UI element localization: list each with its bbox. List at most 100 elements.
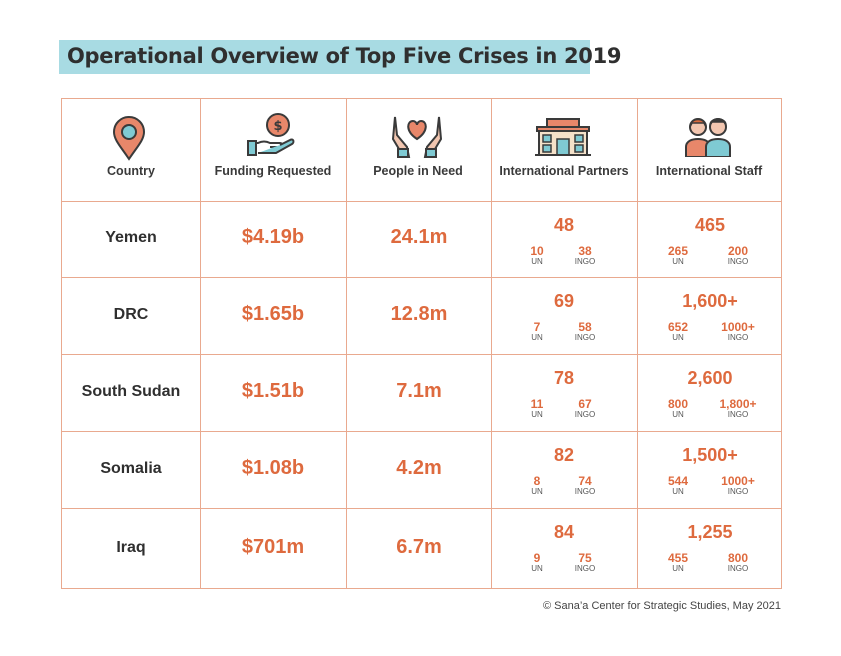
staff-un-value: 800 bbox=[667, 397, 689, 411]
country-name: Yemen bbox=[105, 229, 157, 246]
partners-un: 7 UN bbox=[512, 321, 562, 342]
staff-un-label: UN bbox=[672, 257, 684, 266]
column-divider bbox=[200, 99, 201, 588]
staff-un: 800 UN bbox=[653, 398, 703, 419]
country-name: South Sudan bbox=[81, 382, 181, 400]
row-divider bbox=[62, 277, 781, 278]
partners-ingo-value: 58 bbox=[578, 320, 592, 334]
partners-un-label: UN bbox=[531, 333, 543, 342]
partners-ingo-value: 38 bbox=[578, 244, 592, 258]
header-partners: International Partners bbox=[499, 164, 629, 178]
staff-un-value: 544 bbox=[667, 474, 689, 488]
partners-un: 11 UN bbox=[512, 398, 562, 419]
people-value: 12.8m bbox=[390, 302, 448, 325]
overview-table: $ Country Funding Requested People in Ne… bbox=[61, 98, 782, 589]
partners-ingo-value: 74 bbox=[578, 474, 592, 488]
column-divider bbox=[637, 99, 638, 588]
people-value: 7.1m bbox=[396, 379, 442, 402]
partners-un-value: 11 bbox=[530, 397, 544, 411]
staff-ingo-label: INGO bbox=[727, 410, 749, 419]
staff-un-label: UN bbox=[672, 410, 684, 419]
staff-un: 544 UN bbox=[653, 475, 703, 496]
country-name: Somalia bbox=[100, 459, 162, 477]
partners-total: 84 bbox=[553, 522, 575, 542]
source-credit: © Sana’a Center for Strategic Studies, M… bbox=[542, 600, 781, 612]
funding-value: $4.19b bbox=[241, 226, 305, 248]
staff-un: 265 UN bbox=[653, 245, 703, 266]
staff-total: 1,255 bbox=[687, 522, 733, 542]
two-people-icon bbox=[685, 118, 731, 157]
partners-total: 48 bbox=[553, 215, 575, 235]
staff-ingo: 1000+ INGO bbox=[713, 475, 763, 496]
location-pin-icon bbox=[112, 116, 146, 161]
column-divider bbox=[491, 99, 492, 588]
hands-heart-icon bbox=[391, 116, 443, 158]
partners-un-value: 8 bbox=[533, 474, 541, 488]
partners-un-label: UN bbox=[531, 257, 543, 266]
svg-text:$: $ bbox=[273, 119, 282, 134]
staff-ingo: 800 INGO bbox=[713, 552, 763, 573]
staff-un-label: UN bbox=[672, 487, 684, 496]
page-title: Operational Overview of Top Five Crises … bbox=[67, 44, 622, 68]
partners-un-value: 10 bbox=[530, 244, 544, 258]
people-value: 24.1m bbox=[390, 226, 448, 248]
partners-ingo: 58 INGO bbox=[560, 321, 610, 342]
staff-un-value: 652 bbox=[667, 320, 689, 334]
staff-un-label: UN bbox=[672, 564, 684, 573]
staff-ingo: 1,800+ INGO bbox=[713, 398, 763, 419]
staff-ingo: 1000+ INGO bbox=[713, 321, 763, 342]
partners-un: 8 UN bbox=[512, 475, 562, 496]
partners-total: 78 bbox=[553, 368, 575, 388]
row-divider bbox=[62, 201, 781, 202]
people-value: 4.2m bbox=[396, 456, 442, 479]
title-background bbox=[59, 40, 590, 74]
partners-ingo-label: INGO bbox=[574, 564, 596, 573]
staff-total: 465 bbox=[694, 215, 726, 235]
staff-un-value: 265 bbox=[667, 244, 689, 258]
partners-ingo: 75 INGO bbox=[560, 552, 610, 573]
staff-un: 652 UN bbox=[653, 321, 703, 342]
partners-un-label: UN bbox=[531, 487, 543, 496]
partners-total: 69 bbox=[553, 291, 575, 311]
partners-un-label: UN bbox=[531, 410, 543, 419]
staff-ingo: 200 INGO bbox=[713, 245, 763, 266]
header-funding: Funding Requested bbox=[214, 164, 332, 178]
partners-ingo-value: 67 bbox=[578, 397, 592, 411]
staff-ingo-label: INGO bbox=[727, 564, 749, 573]
row-divider bbox=[62, 431, 781, 432]
partners-ingo: 38 INGO bbox=[560, 245, 610, 266]
staff-ingo-value: 800 bbox=[727, 551, 749, 565]
staff-un-value: 455 bbox=[667, 551, 689, 565]
header-people: People in Need bbox=[373, 164, 463, 178]
staff-ingo-label: INGO bbox=[727, 333, 749, 342]
partners-ingo-label: INGO bbox=[574, 487, 596, 496]
staff-ingo-label: INGO bbox=[727, 257, 749, 266]
funding-value: $1.08b bbox=[241, 456, 305, 479]
partners-un: 9 UN bbox=[512, 552, 562, 573]
funding-value: $1.51b bbox=[241, 379, 305, 402]
partners-total: 82 bbox=[553, 445, 575, 465]
staff-total: 1,500+ bbox=[682, 445, 738, 465]
people-value: 6.7m bbox=[396, 536, 442, 558]
staff-ingo-label: INGO bbox=[727, 487, 749, 496]
funding-value: $1.65b bbox=[241, 302, 305, 325]
partners-ingo-value: 75 bbox=[578, 551, 592, 565]
country-name: DRC bbox=[113, 305, 149, 323]
staff-total: 2,600 bbox=[687, 368, 733, 388]
staff-ingo-value: 200 bbox=[727, 244, 749, 258]
hand-dollar-coin-icon: $ bbox=[247, 113, 295, 156]
partners-un-value: 9 bbox=[533, 551, 541, 565]
row-divider bbox=[62, 354, 781, 355]
funding-value: $701m bbox=[241, 536, 305, 558]
row-divider bbox=[62, 508, 781, 509]
partners-ingo-label: INGO bbox=[574, 410, 596, 419]
staff-total: 1,600+ bbox=[682, 291, 738, 311]
partners-un: 10 UN bbox=[512, 245, 562, 266]
staff-ingo-value: 1000+ bbox=[721, 474, 755, 488]
staff-ingo-value: 1,800+ bbox=[719, 397, 757, 411]
staff-un-label: UN bbox=[672, 333, 684, 342]
staff-ingo-value: 1000+ bbox=[721, 320, 755, 334]
partners-ingo-label: INGO bbox=[574, 333, 596, 342]
country-name: Iraq bbox=[116, 539, 146, 556]
partners-ingo: 67 INGO bbox=[560, 398, 610, 419]
